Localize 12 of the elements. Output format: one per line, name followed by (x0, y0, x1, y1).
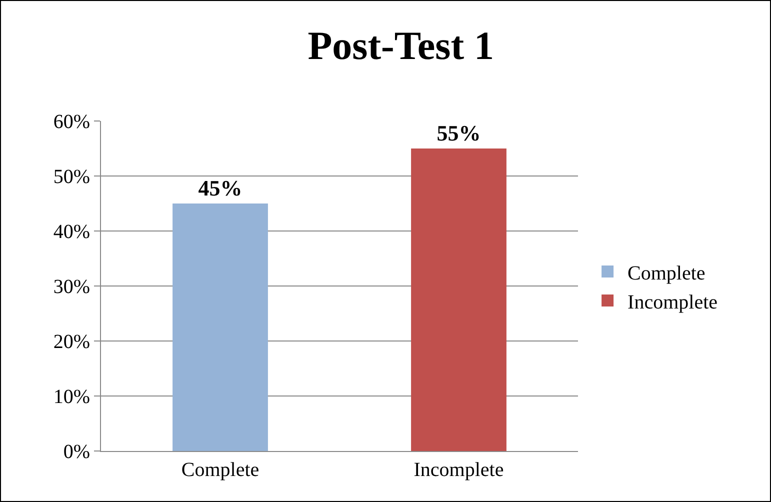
y-tick-label: 20% (53, 331, 90, 353)
y-tick-label: 40% (53, 221, 90, 243)
data-label: 45% (198, 176, 242, 200)
data-label: 55% (436, 120, 481, 146)
y-tick-label: 60% (53, 111, 90, 133)
legend-label: Incomplete (628, 291, 718, 314)
y-tick-label: 30% (53, 276, 90, 298)
legend-label: Complete (628, 262, 706, 284)
y-tick-label: 10% (53, 386, 90, 408)
chart-title: Post-Test 1 (308, 23, 494, 68)
y-tick-label: 50% (53, 166, 90, 188)
y-tick-label: 0% (63, 441, 90, 463)
